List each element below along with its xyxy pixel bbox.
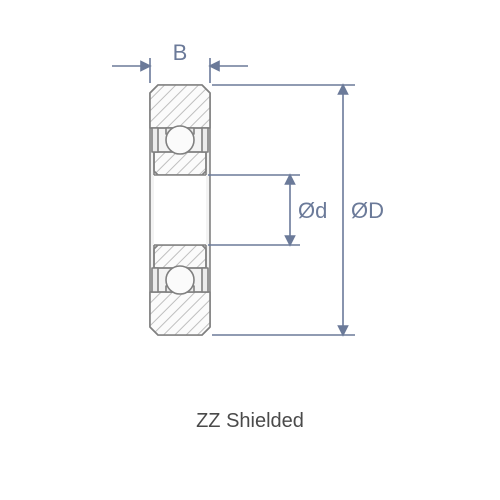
diagram-stage: B Ød ØD ZZ Shielded	[0, 0, 500, 500]
upper-outer-race	[150, 85, 210, 128]
bore	[154, 175, 206, 245]
ball-bottom	[166, 266, 194, 294]
lower-outer-race	[150, 292, 210, 335]
label-D: ØD	[351, 198, 384, 223]
upper-inner-race	[154, 152, 206, 175]
label-B: B	[173, 40, 188, 65]
caption: ZZ Shielded	[0, 410, 500, 433]
bearing-section	[150, 85, 210, 335]
ball-top	[166, 126, 194, 154]
dimension-B: B	[112, 40, 248, 83]
label-d: Ød	[298, 198, 327, 223]
dimension-d: Ød	[208, 175, 327, 245]
lower-inner-race	[154, 245, 206, 268]
